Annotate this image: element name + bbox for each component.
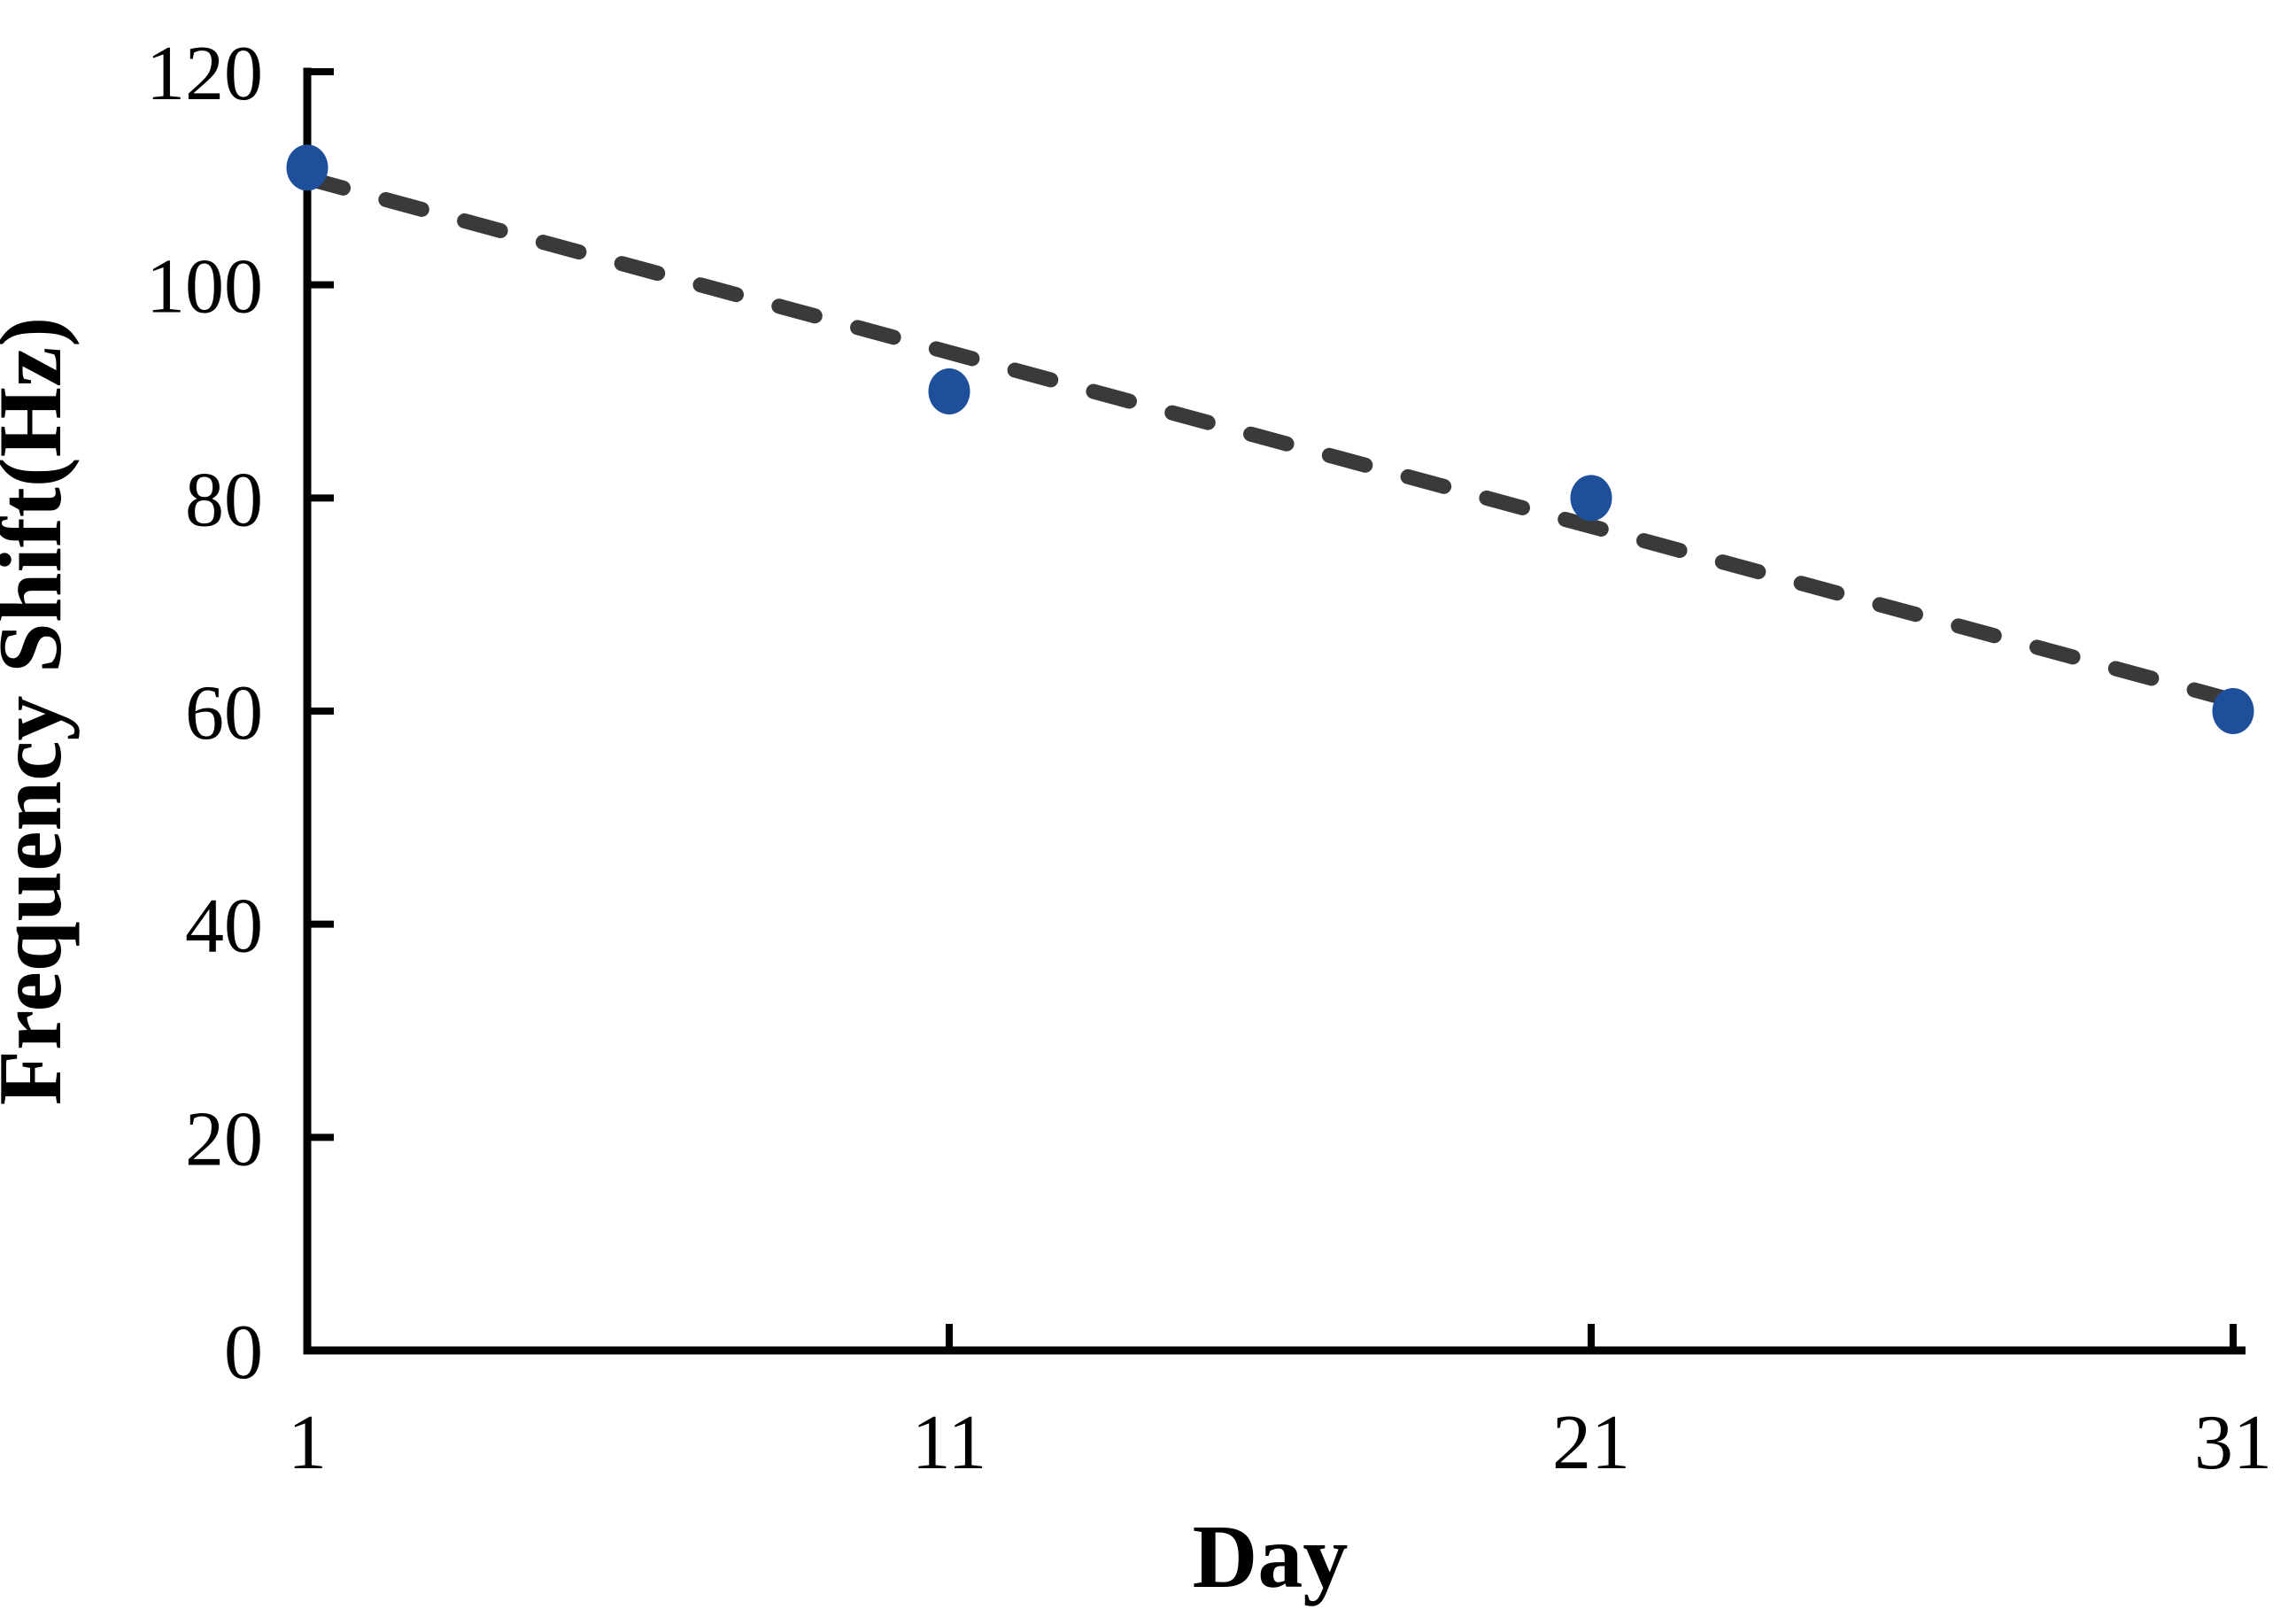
x-tick-label: 11 [912, 1400, 987, 1486]
x-tick-label: 21 [1552, 1400, 1630, 1486]
data-point [286, 144, 329, 191]
data-point [2212, 688, 2254, 734]
y-tick-label: 120 [146, 31, 263, 117]
data-point [928, 368, 970, 414]
x-tick-label: 31 [2194, 1400, 2272, 1486]
y-tick-label: 100 [146, 244, 263, 330]
y-tick-label: 40 [185, 884, 263, 970]
x-axis-title: Day [1193, 1507, 1349, 1607]
trendline-dashed [299, 170, 2241, 708]
x-tick-label: 1 [288, 1400, 327, 1486]
y-axis-title: Frequency Shift(Hz) [0, 317, 81, 1106]
y-tick-label: 60 [185, 670, 263, 756]
y-tick-label: 80 [185, 457, 263, 543]
y-tick-label: 0 [224, 1310, 263, 1396]
y-tick-label: 20 [185, 1096, 263, 1182]
data-point [1570, 475, 1612, 522]
